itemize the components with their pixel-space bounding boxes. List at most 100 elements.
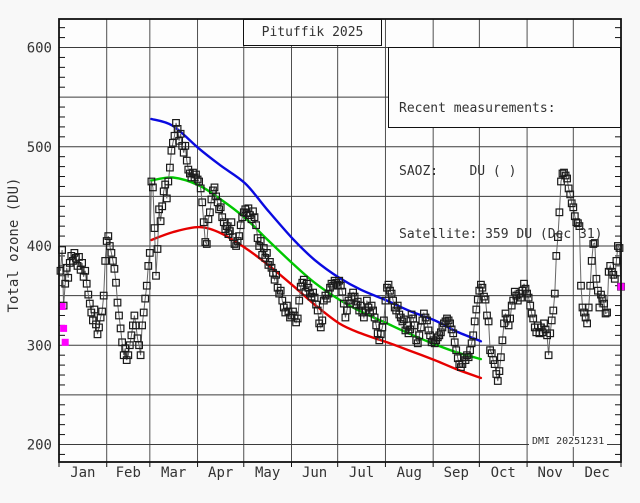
month-label: Sep bbox=[444, 465, 469, 481]
month-label: Jul bbox=[349, 465, 374, 481]
data-point-square bbox=[193, 175, 202, 184]
data-point-square bbox=[566, 190, 575, 199]
data-point-square bbox=[529, 314, 538, 323]
data-point-square bbox=[82, 279, 91, 288]
data-point-square bbox=[150, 224, 159, 233]
data-point-square bbox=[446, 319, 454, 328]
data-point-square bbox=[98, 307, 107, 316]
data-point-square bbox=[581, 313, 590, 322]
y-axis-title: Total ozone (DU) bbox=[6, 177, 22, 313]
data-point-square bbox=[166, 163, 174, 172]
data-point-square bbox=[312, 300, 320, 309]
month-label: May bbox=[255, 465, 280, 481]
data-point-square bbox=[138, 321, 147, 330]
data-point-square bbox=[270, 275, 279, 284]
legend-heading: Recent measurements: bbox=[399, 101, 556, 116]
data-point-square bbox=[235, 232, 244, 241]
legend-satellite-line: Satellite: 359 DU (Dec 31) bbox=[399, 227, 603, 242]
magenta-point-square bbox=[60, 324, 68, 332]
data-point-square bbox=[549, 306, 558, 315]
data-point-square bbox=[181, 141, 190, 150]
data-point-square bbox=[615, 244, 624, 252]
data-point-square bbox=[577, 281, 585, 290]
data-point-square bbox=[176, 129, 185, 138]
data-point-square bbox=[523, 289, 531, 298]
data-point-square bbox=[283, 301, 291, 310]
data-point-square bbox=[609, 270, 618, 279]
data-point-square bbox=[506, 314, 514, 323]
y-tick-label: 600 bbox=[27, 41, 52, 57]
data-point-square bbox=[612, 257, 621, 265]
data-point-square bbox=[467, 339, 476, 348]
data-point-square bbox=[124, 351, 133, 360]
data-point-square bbox=[272, 270, 280, 279]
data-point-square bbox=[164, 177, 173, 186]
data-point-square bbox=[450, 338, 459, 347]
data-point-square bbox=[524, 293, 533, 302]
data-point-square bbox=[136, 351, 145, 360]
y-tick-label: 200 bbox=[27, 438, 52, 454]
data-point-square bbox=[318, 316, 327, 325]
magenta-point-square bbox=[61, 338, 69, 346]
data-point-square bbox=[81, 266, 90, 275]
y-tick-label: 400 bbox=[27, 239, 52, 255]
data-point-square bbox=[472, 305, 481, 314]
month-label: Feb bbox=[116, 465, 141, 481]
data-point-square bbox=[112, 278, 120, 287]
chart-title-box: Pituffik 2025 bbox=[243, 19, 382, 46]
data-point-square bbox=[367, 301, 376, 310]
data-point-square bbox=[495, 367, 504, 375]
data-point-square bbox=[238, 213, 247, 222]
legend-saoz-line: SAOZ: DU ( ) bbox=[399, 164, 517, 179]
data-point-square bbox=[227, 218, 236, 227]
data-point-square bbox=[349, 288, 357, 297]
data-point-square bbox=[449, 329, 458, 338]
legend-box: Recent measurements: SAOZ: DU ( ) Satell… bbox=[388, 47, 621, 242]
data-point-square bbox=[110, 264, 119, 273]
month-label: Nov bbox=[538, 465, 563, 481]
data-point-square bbox=[263, 249, 271, 257]
data-point-square bbox=[153, 245, 162, 253]
data-point-square bbox=[555, 208, 564, 217]
data-point-square bbox=[415, 331, 424, 340]
data-point-square bbox=[569, 203, 578, 212]
y-tick-label: 300 bbox=[27, 338, 52, 354]
data-point-square bbox=[540, 319, 548, 328]
data-point-square bbox=[135, 341, 144, 350]
data-point-square bbox=[101, 257, 110, 265]
data-point-square bbox=[370, 313, 379, 322]
data-point-square bbox=[481, 295, 490, 304]
data-point-square bbox=[144, 262, 153, 270]
data-point-square bbox=[70, 249, 79, 257]
data-point-square bbox=[215, 205, 224, 214]
data-point-square bbox=[232, 242, 241, 250]
data-point-square bbox=[95, 323, 103, 332]
data-point-square bbox=[141, 294, 150, 303]
y-tick-label: 500 bbox=[27, 140, 52, 156]
data-point-square bbox=[553, 233, 562, 242]
data-point-square bbox=[520, 279, 528, 288]
data-point-square bbox=[564, 184, 573, 193]
data-point-square bbox=[85, 299, 94, 308]
data-point-square bbox=[250, 213, 259, 222]
data-point-square bbox=[324, 289, 333, 298]
data-point-square bbox=[338, 287, 347, 296]
data-point-square bbox=[167, 146, 176, 155]
data-point-square bbox=[104, 232, 113, 241]
data-point-square bbox=[406, 325, 414, 334]
climatology-mean-curve bbox=[150, 176, 483, 361]
data-point-square bbox=[149, 183, 157, 192]
month-label: Dec bbox=[584, 465, 609, 481]
data-point-square bbox=[589, 240, 598, 248]
data-point-square bbox=[597, 290, 605, 299]
chart-title: Pituffik 2025 bbox=[261, 25, 364, 40]
data-point-square bbox=[592, 274, 601, 283]
data-point-square bbox=[586, 281, 595, 290]
data-point-square bbox=[384, 280, 393, 289]
data-point-square bbox=[99, 291, 108, 300]
data-point-square bbox=[303, 279, 311, 288]
data-point-square bbox=[424, 326, 433, 335]
data-point-square bbox=[90, 305, 99, 314]
data-point-square bbox=[380, 316, 388, 325]
data-point-square bbox=[210, 183, 219, 192]
